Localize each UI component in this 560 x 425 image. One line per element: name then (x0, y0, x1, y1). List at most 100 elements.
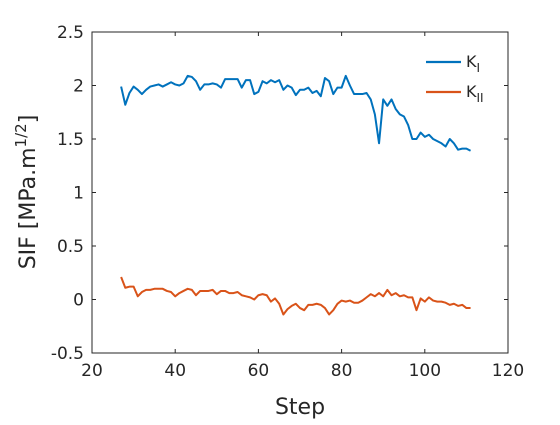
series-2-point (170, 291, 172, 293)
series-2-point (395, 292, 397, 294)
legend: KI KII (418, 40, 504, 112)
series-1-point (299, 89, 301, 91)
series-1-point (207, 83, 209, 85)
series-2-point (199, 290, 201, 292)
series-1-point (303, 89, 305, 91)
series-2-point (299, 307, 301, 309)
series-line-2 (120, 276, 471, 316)
series-2-point (141, 291, 143, 293)
legend-label-k1-sub: I (477, 61, 481, 75)
y-tick-label: 1.5 (57, 130, 84, 150)
series-1-point (237, 78, 239, 80)
series-2-point (128, 286, 130, 288)
series-2-point (249, 296, 251, 298)
series-1-point (153, 85, 155, 87)
series-2-point (153, 288, 155, 290)
series-2-point (212, 289, 214, 291)
series-2-point (336, 303, 338, 305)
series-1-point (361, 93, 363, 95)
series-2-point (366, 296, 368, 298)
series-2-point (470, 307, 472, 309)
series-2-point (370, 293, 372, 295)
series-1-point (432, 138, 434, 140)
series-2-point (403, 294, 405, 296)
series-1-point (311, 92, 313, 94)
series-2-point (445, 302, 447, 304)
series-1-point (461, 148, 463, 150)
series-1-point (470, 150, 472, 152)
series-1-point (349, 85, 351, 87)
y-axis-title-suffix: ] (16, 115, 41, 124)
series-1-point (399, 113, 401, 115)
series-2-point (207, 290, 209, 292)
y-tick-label: 1 (73, 184, 84, 204)
series-2-point (282, 313, 284, 315)
series-2-point (224, 290, 226, 292)
x-tick-label: 80 (331, 361, 353, 381)
series-2-point (162, 288, 164, 290)
series-1-point (149, 86, 151, 88)
x-tick-label: 120 (492, 361, 524, 381)
series-1-point (220, 87, 222, 89)
series-2-point (328, 313, 330, 315)
series-2-point (232, 292, 234, 294)
series-2-point (287, 308, 289, 310)
series-2-point (203, 290, 205, 292)
series-1-point (249, 79, 251, 81)
y-tick-label: -0.5 (51, 344, 84, 364)
series-line-1 (120, 74, 472, 152)
series-1-point (253, 93, 255, 95)
series-2-point (457, 305, 459, 307)
series-1-point (128, 92, 130, 94)
series-1-point (166, 83, 168, 85)
series-2-point (120, 276, 122, 278)
series-2-point (133, 286, 135, 288)
series-2-point (428, 296, 430, 298)
series-1-point (357, 93, 359, 95)
series-2-point (465, 307, 467, 309)
series-2-point (145, 289, 147, 291)
series-1-point (187, 75, 189, 77)
y-tick-label: 2 (73, 77, 84, 97)
series-1-point (411, 138, 413, 140)
series-1-point (316, 90, 318, 92)
series-1-point (440, 142, 442, 144)
series-1-point (183, 82, 185, 84)
series-1-point (191, 76, 193, 78)
series-2-point (178, 292, 180, 294)
series-2-point (324, 307, 326, 309)
legend-label-k1-main: K (466, 52, 477, 71)
series-1-point (262, 80, 264, 82)
series-1-point (345, 75, 347, 77)
x-tick-label: 40 (164, 361, 186, 381)
series-1-point (212, 82, 214, 84)
series-2-point (349, 300, 351, 302)
series-1-point (199, 89, 201, 91)
series-2-point (245, 295, 247, 297)
series-2-point (316, 303, 318, 305)
series-1-point (382, 98, 384, 100)
series-2-point (382, 295, 384, 297)
series-1-point (395, 108, 397, 110)
series-1-point (336, 87, 338, 89)
series-2-point (237, 291, 239, 293)
series-1-point (341, 87, 343, 89)
series-1-point (216, 83, 218, 85)
series-1-point (241, 87, 243, 89)
series-2-point (124, 287, 126, 289)
series-2-point (303, 309, 305, 311)
series-2-point (295, 303, 297, 305)
series-2-point (341, 300, 343, 302)
series-1-point (124, 104, 126, 106)
series-1-point (370, 98, 372, 100)
series-1-point (133, 86, 135, 88)
series-1-point (282, 89, 284, 91)
series-2-point (391, 294, 393, 296)
series-2-point (278, 303, 280, 305)
series-1-point (445, 145, 447, 147)
series-2-point (216, 293, 218, 295)
series-2-point (174, 295, 176, 297)
series-2-point (386, 289, 388, 291)
series-2-point (424, 301, 426, 303)
